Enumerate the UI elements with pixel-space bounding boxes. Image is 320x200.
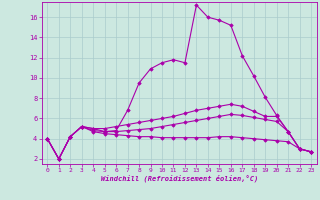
X-axis label: Windchill (Refroidissement éolien,°C): Windchill (Refroidissement éolien,°C)	[100, 175, 258, 182]
